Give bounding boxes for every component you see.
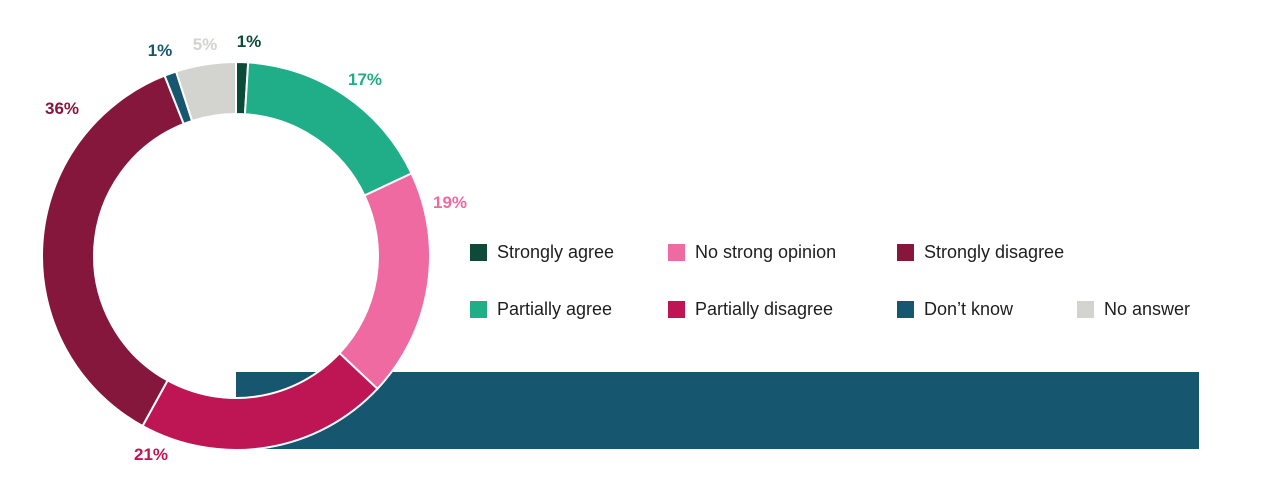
legend-item: Partially agree: [470, 298, 612, 320]
legend-swatch: [897, 243, 914, 261]
legend-label: Strongly disagree: [924, 241, 1065, 262]
donut-slices: [41, 60, 431, 451]
legend-swatch: [1077, 300, 1094, 318]
legend-item: No strong opinion: [668, 241, 836, 263]
background-band: [236, 372, 1199, 449]
slice-labels: 1% 17% 19% 21% 36% 1% 5%: [45, 32, 467, 464]
slice-label: 36%: [45, 99, 79, 118]
slice-strongly-disagree: [41, 74, 186, 428]
slice-label: 1%: [148, 41, 173, 60]
legend-item: Partially disagree: [668, 298, 833, 320]
legend-label: Partially disagree: [695, 298, 834, 319]
slice-partially-agree: [243, 61, 413, 197]
legend-swatch: [470, 300, 487, 318]
slice-label: 19%: [433, 193, 467, 212]
legend-item: Strongly disagree: [897, 241, 1064, 263]
slice-no-strong-opinion: [338, 172, 431, 391]
legend-swatch: [470, 243, 487, 261]
legend-item: Don’t know: [897, 298, 1013, 320]
slice-label: 17%: [348, 70, 382, 89]
slice-no-answer: [174, 60, 237, 123]
slice-label: 21%: [134, 445, 168, 464]
legend-item: Strongly agree: [470, 241, 614, 263]
slice-label: 5%: [193, 35, 218, 54]
legend-label: No answer: [1104, 298, 1191, 319]
legend-swatch: [897, 300, 914, 318]
legend-label: Strongly agree: [497, 241, 615, 262]
legend-swatch: [668, 300, 685, 318]
legend-item: No answer: [1077, 298, 1190, 320]
legend-swatch: [668, 243, 685, 261]
slice-label: 1%: [237, 32, 262, 51]
legend-label: No strong opinion: [695, 241, 837, 262]
legend-label: Don’t know: [924, 298, 1014, 319]
legend-label: Partially agree: [497, 298, 613, 319]
